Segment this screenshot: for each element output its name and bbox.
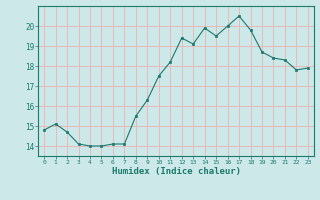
- X-axis label: Humidex (Indice chaleur): Humidex (Indice chaleur): [111, 167, 241, 176]
